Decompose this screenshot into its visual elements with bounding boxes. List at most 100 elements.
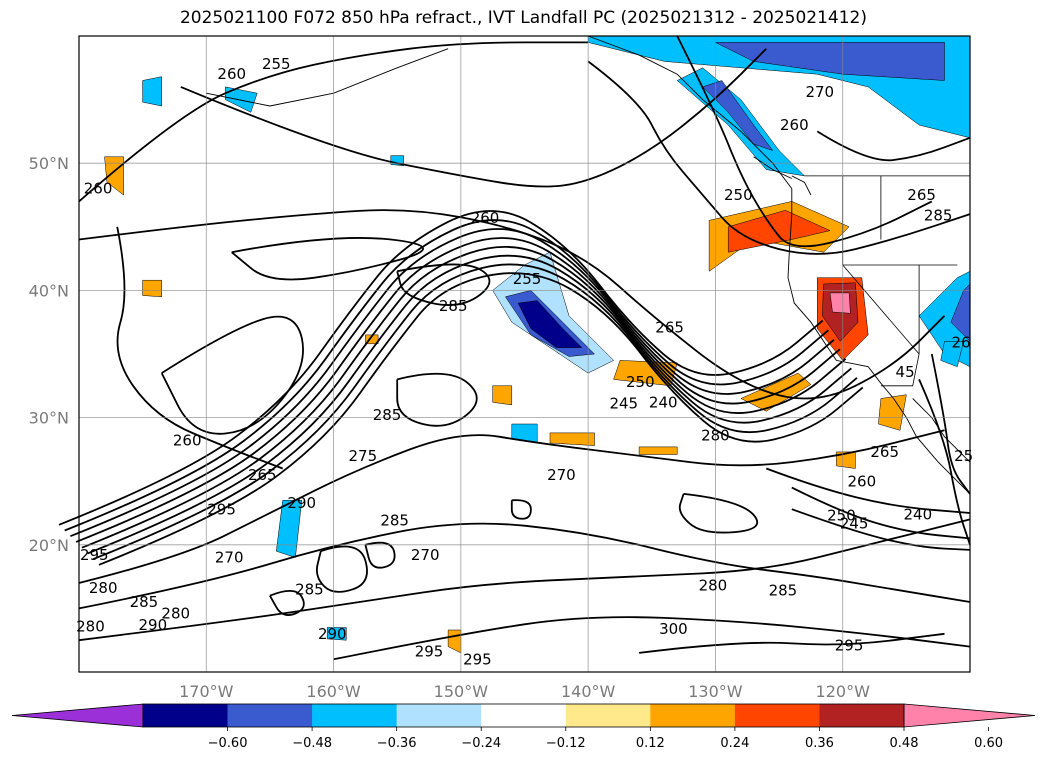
shade-patch bbox=[142, 76, 162, 107]
contour-label: 250 bbox=[626, 373, 655, 391]
contour-label: 260 bbox=[84, 180, 113, 198]
contour-line bbox=[791, 486, 971, 540]
contour-label: 275 bbox=[349, 447, 378, 465]
contour-label: 26 bbox=[952, 334, 971, 352]
contour-line bbox=[791, 508, 971, 551]
lon-tick-label: 120°W bbox=[816, 682, 871, 701]
contour-label: 245 bbox=[840, 514, 869, 532]
contour-label: 285 bbox=[924, 206, 953, 224]
shade-patch bbox=[492, 385, 513, 406]
colorbar-tick-label: −0.48 bbox=[292, 736, 332, 751]
contour-line bbox=[587, 60, 971, 255]
lon-tick-label: 170°W bbox=[179, 682, 234, 701]
contour-line bbox=[765, 467, 971, 514]
colorbar-segment bbox=[565, 704, 651, 727]
colorbar-segment bbox=[819, 704, 905, 727]
contour-label: 290 bbox=[287, 494, 316, 512]
contour-line bbox=[676, 35, 933, 248]
shade-patch bbox=[638, 446, 678, 455]
contour-label: 265 bbox=[655, 318, 684, 336]
contour-line bbox=[75, 237, 841, 543]
contour-line bbox=[78, 41, 589, 203]
colorbar-tick-label: 0.48 bbox=[890, 736, 919, 751]
contour-label: 285 bbox=[295, 580, 324, 598]
contour-label: 285 bbox=[373, 406, 402, 424]
contour-label: 260 bbox=[780, 116, 809, 134]
contour-label: 265 bbox=[870, 443, 899, 461]
shade-patch bbox=[878, 394, 907, 431]
contour-line bbox=[78, 209, 946, 400]
contour-line bbox=[930, 353, 971, 495]
contour-line bbox=[78, 522, 971, 610]
contour-lines bbox=[58, 35, 971, 661]
lat-tick-label: 50°N bbox=[29, 154, 69, 173]
contour-label: 295 bbox=[463, 650, 492, 668]
colorbar: −0.60 −0.48 −0.36 −0.24 −0.12 0.12 0.24 0.36 0.4… bbox=[11, 703, 1036, 751]
contour-line bbox=[333, 616, 971, 661]
contour-label: 255 bbox=[513, 270, 542, 288]
contour-label: 45 bbox=[896, 363, 915, 381]
colorbar-tick-label: 0.36 bbox=[805, 736, 834, 751]
contour-loop bbox=[231, 237, 424, 281]
contour-loop bbox=[510, 499, 532, 520]
contour-label: 265 bbox=[248, 466, 277, 484]
contour-label: 285 bbox=[380, 512, 409, 530]
contour-label: 285 bbox=[769, 582, 798, 600]
shade-patch bbox=[517, 300, 583, 348]
colorbar-segment bbox=[143, 704, 228, 727]
coastline bbox=[912, 398, 971, 463]
contour-label: 270 bbox=[215, 549, 244, 567]
contour-line bbox=[78, 518, 971, 642]
contour-label: 250 bbox=[724, 186, 753, 204]
colorbar-segment bbox=[481, 704, 567, 727]
gridlines bbox=[79, 36, 970, 672]
contour-label: 285 bbox=[130, 593, 159, 611]
contour-label: 280 bbox=[699, 577, 728, 595]
shade-patch bbox=[829, 292, 851, 314]
shade-patch bbox=[326, 627, 347, 641]
shaded-anomaly-layer bbox=[104, 35, 971, 654]
lon-tick-label: 160°W bbox=[306, 682, 361, 701]
contour-label: 260 bbox=[173, 432, 202, 450]
plot-frame bbox=[78, 35, 971, 673]
colorbar-tick-label: −0.12 bbox=[546, 736, 586, 751]
contour-line bbox=[81, 245, 847, 549]
colorbar-segment bbox=[650, 704, 736, 727]
colorbar-tick-label: −0.24 bbox=[461, 736, 501, 751]
colorbar-segment bbox=[312, 704, 397, 727]
shade-patch bbox=[727, 210, 831, 253]
contour-loop bbox=[396, 263, 491, 306]
contour-line bbox=[64, 219, 829, 532]
colorbar-segment bbox=[227, 704, 313, 727]
contour-label: 245 bbox=[609, 395, 638, 413]
coastline bbox=[753, 156, 792, 179]
lat-tick-label: 40°N bbox=[29, 281, 69, 300]
shade-patch bbox=[702, 80, 773, 151]
colorbar-segment bbox=[396, 704, 482, 727]
contour-label: 295 bbox=[80, 546, 109, 564]
contour-line bbox=[918, 379, 971, 546]
contour-label: 290 bbox=[318, 625, 347, 643]
colorbar-tick-label: −0.36 bbox=[377, 736, 417, 751]
contour-line bbox=[98, 272, 864, 566]
shade-patch bbox=[715, 42, 945, 81]
shade-patch bbox=[142, 279, 162, 298]
coastline bbox=[587, 35, 971, 495]
contour-loop bbox=[269, 590, 305, 616]
shade-patch bbox=[940, 341, 964, 367]
axis-labels: 170°W 160°W 150°W 140°W 130°W 120°W 20°N 30°N 40… bbox=[29, 154, 870, 701]
contour-label: 255 bbox=[262, 55, 291, 73]
contour-label: 260 bbox=[217, 65, 246, 83]
contour-label: 295 bbox=[835, 636, 864, 654]
contour-label: 290 bbox=[139, 616, 168, 634]
contour-label: 280 bbox=[161, 605, 190, 623]
shade-patch bbox=[836, 451, 856, 469]
contour-line bbox=[78, 429, 945, 584]
colorbar-extend-low bbox=[11, 703, 144, 728]
lon-tick-label: 140°W bbox=[561, 682, 616, 701]
contour-line bbox=[58, 210, 824, 526]
contour-line bbox=[92, 263, 858, 560]
contour-label: 260 bbox=[847, 472, 876, 490]
shade-patch bbox=[549, 432, 595, 446]
